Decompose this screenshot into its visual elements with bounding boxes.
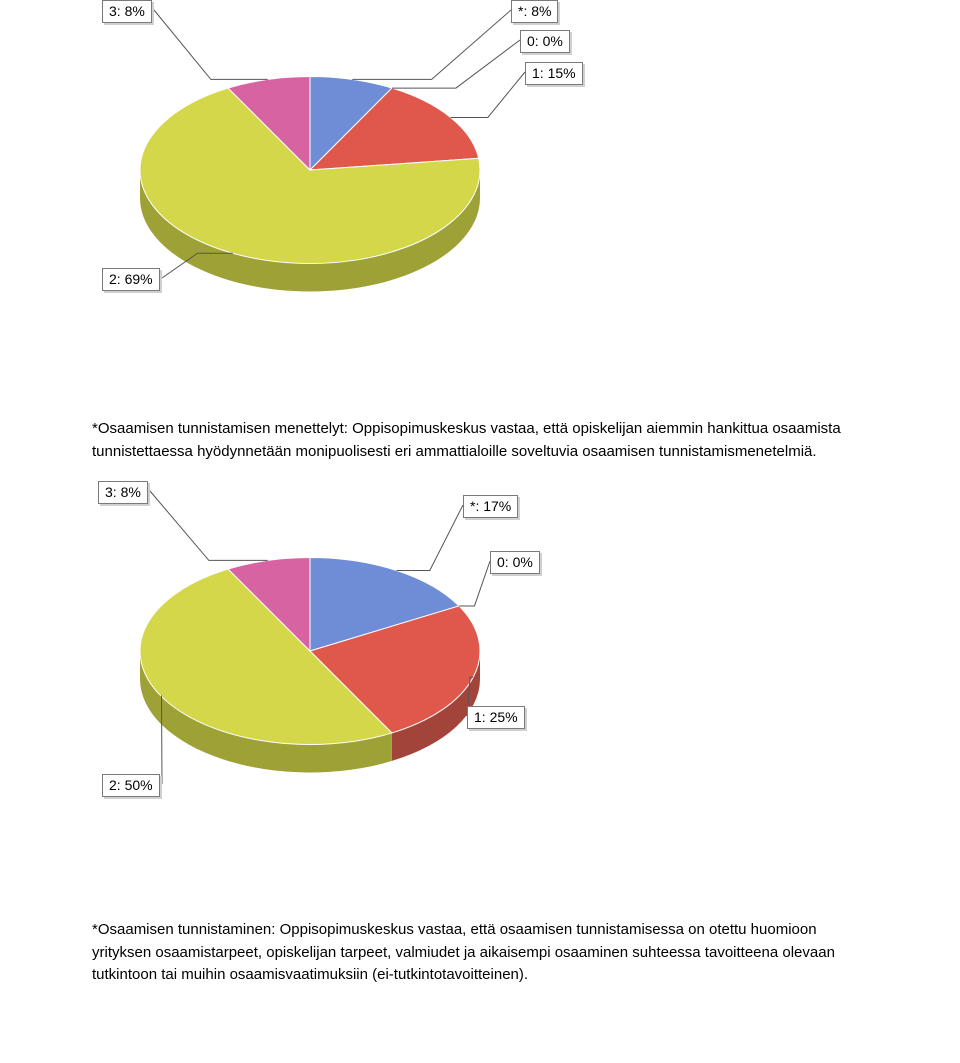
pie-chart-1: *: 8% 0: 0% 1: 15% 2: 69% 3: 8% bbox=[0, 0, 960, 400]
leader-line bbox=[397, 505, 463, 571]
chart-label: 1: 15% bbox=[525, 62, 583, 85]
chart-label: 3: 8% bbox=[102, 0, 152, 23]
leader-line bbox=[392, 40, 520, 88]
chart-label: 2: 69% bbox=[102, 268, 160, 291]
leader-line bbox=[161, 696, 162, 784]
chart-label: 2: 50% bbox=[102, 774, 160, 797]
chart-label: *: 8% bbox=[511, 0, 558, 23]
leader-line bbox=[451, 72, 525, 117]
leader-line bbox=[459, 561, 490, 606]
chart-2-description: *Osaamisen tunnistaminen: Oppisopimuskes… bbox=[0, 901, 960, 1005]
leader-line bbox=[154, 10, 268, 79]
leader-line bbox=[352, 10, 511, 79]
chart-label: 1: 25% bbox=[467, 706, 525, 729]
chart-label: 3: 8% bbox=[98, 481, 148, 504]
leader-line bbox=[150, 491, 268, 560]
chart-label: 0: 0% bbox=[490, 551, 540, 574]
chart-label: *: 17% bbox=[463, 495, 518, 518]
pie-chart-2: *: 17% 0: 0% 1: 25% 2: 50% 3: 8% bbox=[0, 481, 960, 901]
page: *: 8% 0: 0% 1: 15% 2: 69% 3: 8% *Osaamisen t… bbox=[0, 0, 960, 1005]
chart-label: 0: 0% bbox=[520, 30, 570, 53]
chart-1-description: *Osaamisen tunnistamisen menettelyt: Opp… bbox=[0, 400, 960, 481]
